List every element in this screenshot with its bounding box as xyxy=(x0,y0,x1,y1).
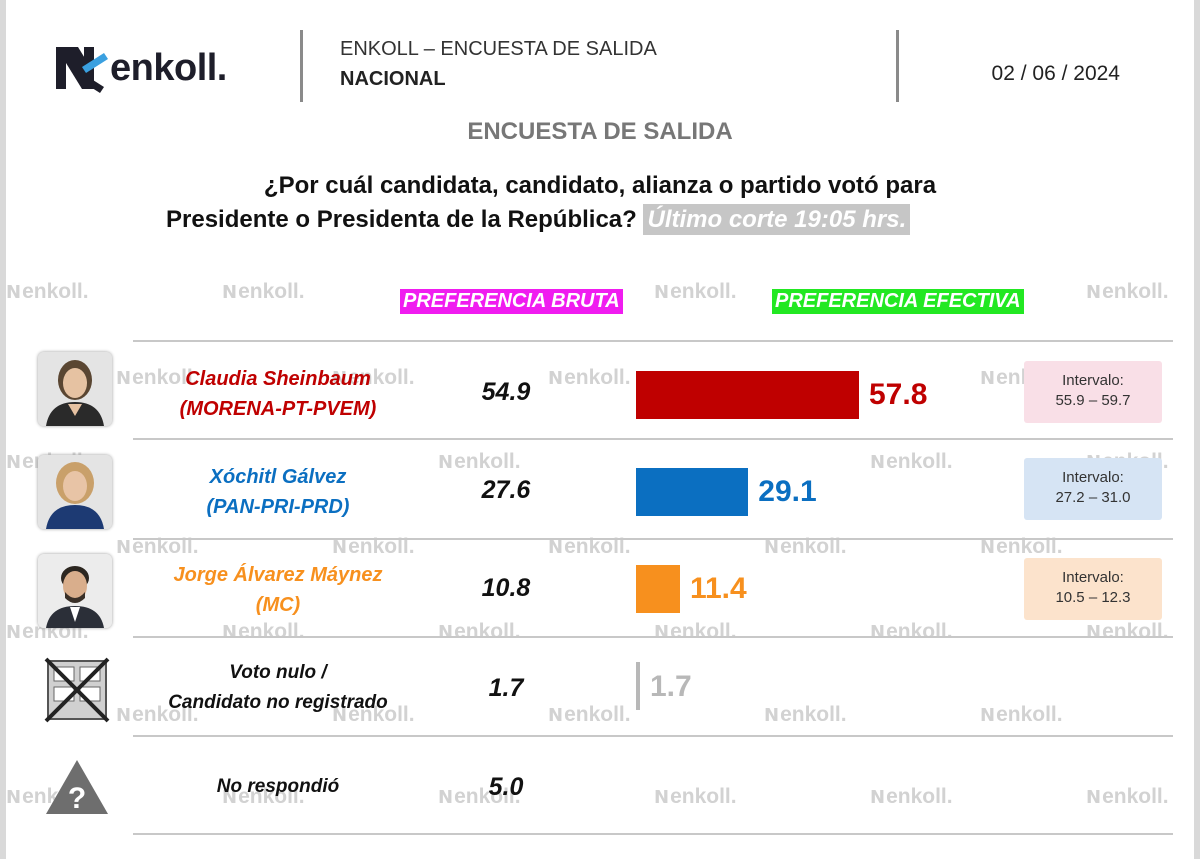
watermark: Nenkoll. xyxy=(548,366,631,389)
watermark: Nenkoll. xyxy=(1086,280,1169,303)
logo-text: enkoll. xyxy=(110,46,227,89)
watermark: Nenkoll. xyxy=(870,620,953,643)
candidate-name: Claudia Sheinbaum xyxy=(185,368,371,390)
interval-label: Intervalo: xyxy=(1062,569,1124,586)
header-divider-right xyxy=(896,30,899,102)
watermark: Nenkoll. xyxy=(548,703,631,726)
interval-box: Intervalo: 10.5 – 12.3 xyxy=(1024,558,1162,620)
efectiva-bar xyxy=(636,371,859,419)
efectiva-value-label: 1.7 xyxy=(650,670,692,703)
galvez-photo xyxy=(38,455,112,529)
watermark: Nenkoll. xyxy=(1086,620,1169,643)
efectiva-bar xyxy=(636,468,749,516)
efectiva-bar xyxy=(636,565,680,613)
bruta-value: 1.7 xyxy=(488,674,524,702)
watermark: Nenkoll. xyxy=(980,703,1063,726)
option-name: Voto nulo / xyxy=(229,662,327,683)
row-divider xyxy=(133,538,1173,540)
maynez-photo xyxy=(38,554,112,628)
interval-range: 10.5 – 12.3 xyxy=(1055,589,1131,606)
last-cut-badge: Último corte 19:05 hrs. xyxy=(643,204,911,235)
watermark: Nenkoll. xyxy=(764,703,847,726)
header-divider-left xyxy=(300,30,303,102)
crossed-ballot-icon xyxy=(44,657,110,723)
candidate-party: (PAN-PRI-PRD) xyxy=(206,496,350,518)
bruta-value: 54.9 xyxy=(481,378,531,406)
header-subtitle: NACIONAL xyxy=(340,68,446,90)
interval-box: Intervalo: 55.9 – 59.7 xyxy=(1024,361,1162,423)
row-divider xyxy=(133,636,1173,638)
option-sub: Candidato no registrado xyxy=(168,692,388,713)
question-line-2: Presidente o Presidenta de la República?… xyxy=(166,204,911,235)
row-divider xyxy=(133,340,1173,342)
sheinbaum-photo xyxy=(38,352,112,426)
candidate-name: Xóchitl Gálvez xyxy=(209,466,347,488)
efectiva-value-label: 11.4 xyxy=(689,572,747,605)
bruta-value: 10.8 xyxy=(481,574,531,602)
efectiva-value-label: 29.1 xyxy=(758,475,817,508)
candidate-name-sheinbaum: Claudia Sheinbaum (MORENA-PT-PVEM) xyxy=(133,364,423,424)
efectiva-bar xyxy=(636,662,640,710)
candidate-name-maynez: Jorge Álvarez Máynez (MC) xyxy=(133,560,423,620)
efectiva-value-label: 57.8 xyxy=(869,378,928,411)
question-line-1: ¿Por cuál candidata, candidato, alianza … xyxy=(263,172,937,199)
interval-range: 55.9 – 59.7 xyxy=(1055,392,1131,409)
interval-label: Intervalo: xyxy=(1062,469,1124,486)
header-date: 02 / 06 / 2024 xyxy=(991,62,1120,85)
watermark: Nenkoll. xyxy=(1086,785,1169,808)
enkoll-logo-mark-icon xyxy=(56,47,108,93)
bruta-value: 27.6 xyxy=(481,476,531,504)
row-divider xyxy=(133,438,1173,440)
candidate-name: Jorge Álvarez Máynez xyxy=(173,564,383,586)
candidate-party: (MORENA-PT-PVEM) xyxy=(179,398,377,420)
svg-text:?: ? xyxy=(68,782,86,815)
survey-label: ENCUESTA DE SALIDA xyxy=(467,118,733,145)
watermark: Nenkoll. xyxy=(6,280,89,303)
watermark: Nenkoll. xyxy=(654,785,737,808)
watermark: Nenkoll. xyxy=(870,785,953,808)
row-divider xyxy=(133,735,1173,737)
header-preferencia-efectiva: PREFERENCIA EFECTIVA xyxy=(772,289,1024,314)
watermark: Nenkoll. xyxy=(870,450,953,473)
question-line-2-text: Presidente o Presidenta de la República? xyxy=(166,206,637,233)
header-title: ENKOLL – ENCUESTA DE SALIDA xyxy=(340,38,657,60)
watermark: Nenkoll. xyxy=(438,450,521,473)
interval-box: Intervalo: 27.2 – 31.0 xyxy=(1024,458,1162,520)
interval-label: Intervalo: xyxy=(1062,372,1124,389)
watermark: Nenkoll. xyxy=(222,280,305,303)
enkoll-logo: enkoll. xyxy=(52,40,227,96)
bruta-value: 5.0 xyxy=(488,773,524,801)
watermark: Nenkoll. xyxy=(654,280,737,303)
watermark: Nenkoll. xyxy=(438,620,521,643)
voto-nulo-label: Voto nulo / Candidato no registrado xyxy=(133,658,423,718)
poll-sheet: enkoll. ENKOLL – ENCUESTA DE SALIDA NACI… xyxy=(6,0,1194,859)
watermark: Nenkoll. xyxy=(222,620,305,643)
interval-range: 27.2 – 31.0 xyxy=(1055,489,1131,506)
row-divider xyxy=(133,833,1173,835)
watermark: Nenkoll. xyxy=(654,620,737,643)
candidate-name-galvez: Xóchitl Gálvez (PAN-PRI-PRD) xyxy=(133,462,423,522)
candidate-party: (MC) xyxy=(255,594,301,616)
question-warning-icon: ? xyxy=(46,760,108,815)
header-preferencia-bruta: PREFERENCIA BRUTA xyxy=(400,289,623,314)
no-respondio-label: No respondió xyxy=(216,776,340,797)
